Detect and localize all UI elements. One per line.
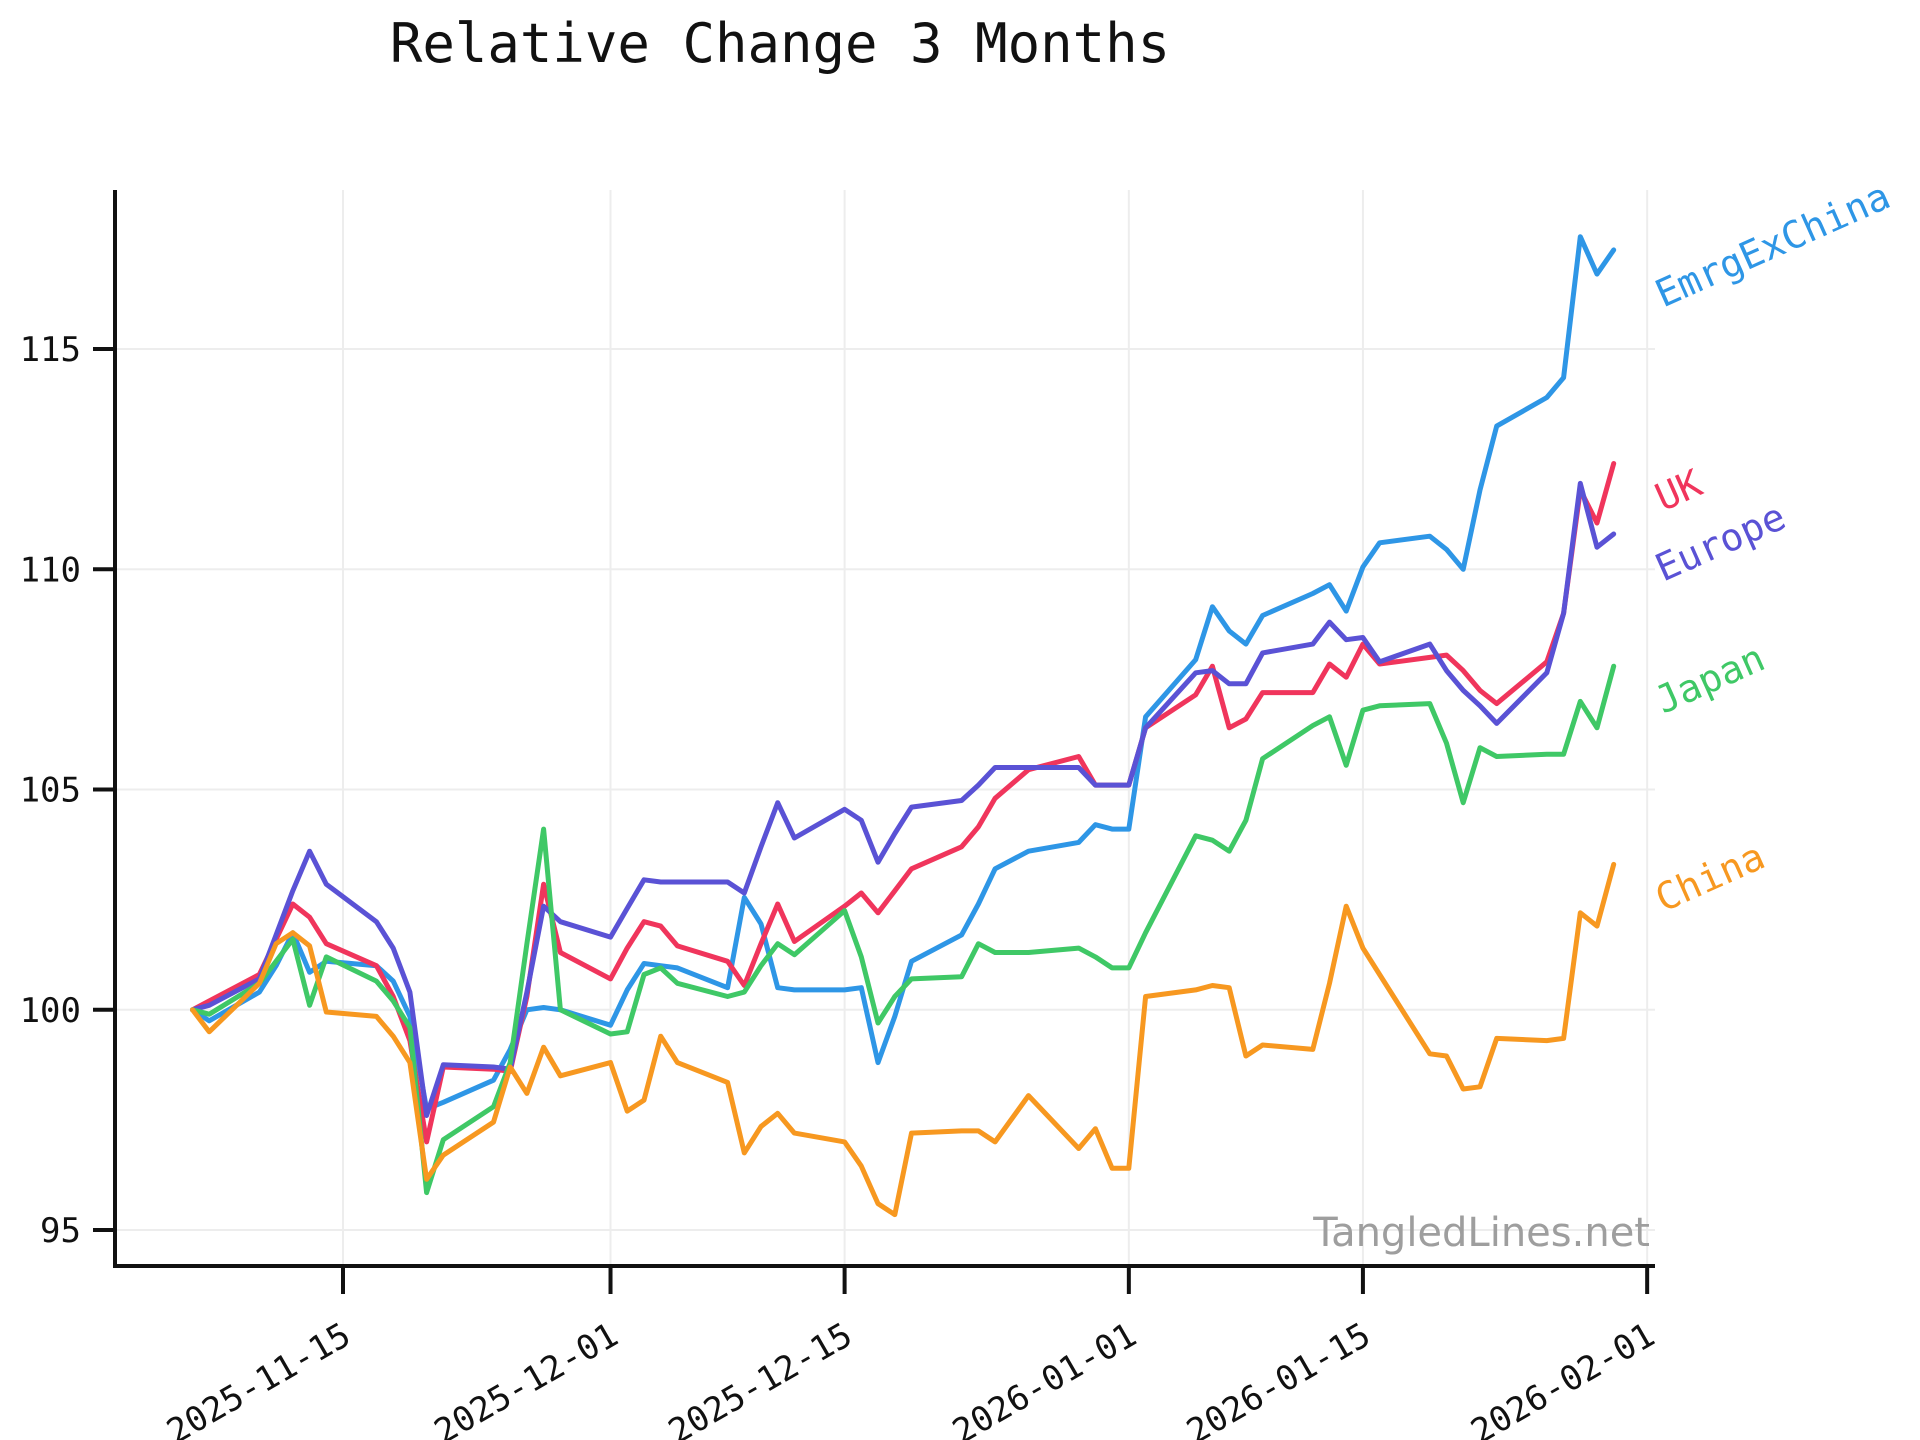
grid-layer <box>115 190 1655 1266</box>
series-label-japan: Japan <box>1649 636 1771 723</box>
x-tick-label: 2026-01-15 <box>1180 1315 1377 1440</box>
watermark-text: TangledLines.net <box>1312 1210 1650 1256</box>
series-label-china: China <box>1649 834 1771 921</box>
y-tick-label: 110 <box>20 550 81 590</box>
line-series-china <box>190 861 1617 1218</box>
x-tick-label: 2025-11-15 <box>160 1315 357 1440</box>
line-series-japan <box>190 663 1617 1196</box>
y-tick-label: 105 <box>20 771 81 811</box>
y-tick-label: 95 <box>40 1211 81 1251</box>
series-label-uk: UK <box>1649 461 1709 520</box>
x-tick-label: 2025-12-01 <box>428 1315 625 1440</box>
x-tick-label: 2026-01-01 <box>946 1315 1143 1440</box>
chart-title: Relative Change 3 Months <box>390 12 1170 75</box>
x-tick-label: 2025-12-15 <box>662 1315 859 1440</box>
series-layer <box>190 234 1617 1218</box>
x-tick-label: 2026-02-01 <box>1464 1315 1661 1440</box>
series-label-emrgexchina: EmrgExChina <box>1649 174 1897 317</box>
line-series-europe <box>190 480 1617 1118</box>
line-series-uk <box>190 461 1617 1145</box>
y-tick-label: 115 <box>20 330 81 370</box>
y-tick-label: 100 <box>20 991 81 1031</box>
